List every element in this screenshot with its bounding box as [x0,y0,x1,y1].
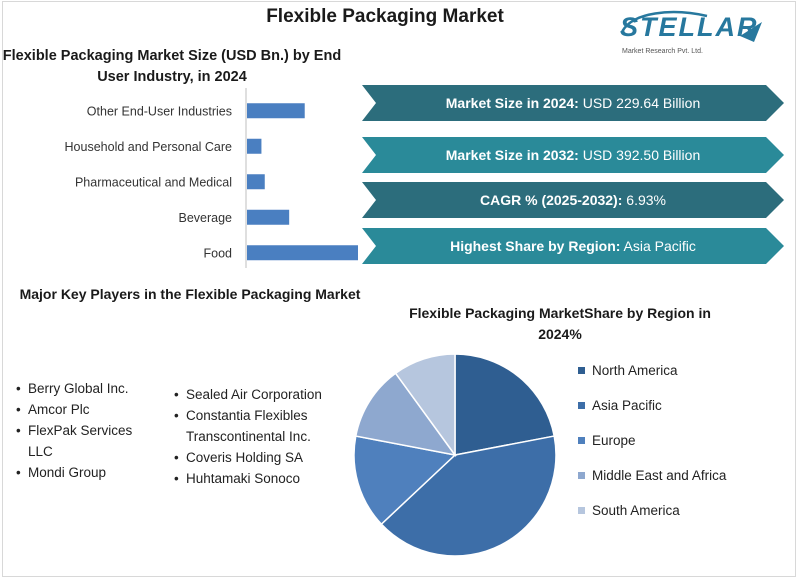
legend-label: Europe [592,433,636,448]
bar-chart-title: Flexible Packaging Market Size (USD Bn.)… [2,48,342,85]
key-player-item: Amcor Plc [16,399,166,420]
banner-label: Market Size in 2024: [445,95,579,111]
pie-slice [380,435,557,557]
pie-chart-title: Flexible Packaging MarketShare by Region… [409,305,711,342]
stellar-logo: STELLAR Market Research Pvt. Ltd. [612,6,772,61]
key-player-item: Constantia Flexibles Transcontinental In… [174,405,336,447]
legend-label: South America [592,503,680,518]
legend-item: South America [578,500,726,535]
bar-category-label: Household and Personal Care [65,140,233,154]
legend-swatch [578,507,585,514]
pie-slice [354,372,457,457]
legend-item: Asia Pacific [578,395,726,430]
bar [247,209,290,225]
region-share-pie-chart [353,353,557,557]
key-player-item: Sealed Air Corporation [174,384,342,405]
banner-arrow-shape [362,137,784,173]
legend-swatch [578,472,585,479]
bar-category-label: Beverage [178,211,232,225]
legend-swatch [578,437,585,444]
banner-highest-share-region: Highest Share by Region: Asia Pacific [362,228,784,264]
pie-slice [394,353,456,458]
bar [247,245,358,261]
logo-brand: STELLAR [620,12,759,42]
banner-value: USD 392.50 Billion [578,147,701,163]
logo-swoosh-icon [620,10,762,42]
bar-category-label: Other End-User Industries [87,104,232,118]
key-player-item: Mondi Group [16,462,166,483]
banner-market-size-2032: Market Size in 2032: USD 392.50 Billion [362,137,784,173]
key-players-list-1: Berry Global Inc. Amcor Plc FlexPak Serv… [16,378,166,483]
bar [247,138,262,154]
key-player-item: Coveris Holding SA [174,447,342,468]
key-player-item: Berry Global Inc. [16,378,166,399]
key-player-item: Huhtamaki Sonoco [174,468,342,489]
banner-cagr: CAGR % (2025-2032): 6.93% [362,182,784,218]
banner-arrow-shape [362,228,784,264]
logo-tagline: Market Research Pvt. Ltd. [622,48,703,55]
bar-category-label: Food [204,246,233,260]
pie-slice [454,353,556,456]
legend-item: Middle East and Africa [578,465,726,500]
banner-label: Market Size in 2032: [445,147,579,163]
page-title: Flexible Packaging Market [266,6,504,27]
key-players-list-2: Sealed Air Corporation Constantia Flexib… [174,384,342,489]
pie-slice [353,435,457,526]
legend-swatch [578,402,585,409]
pie-legend: North America Asia Pacific Europe Middle… [578,360,726,535]
legend-label: Asia Pacific [592,398,662,413]
banner-value: Asia Pacific [620,238,696,254]
legend-swatch [578,367,585,374]
key-players-title: Major Key Players in the Flexible Packag… [19,286,361,302]
bar-category-label: Pharmaceutical and Medical [75,175,232,189]
banner-market-size-2024: Market Size in 2024: USD 229.64 Billion [362,85,784,121]
legend-label: Middle East and Africa [592,468,727,483]
banner-arrow-shape [362,85,784,121]
legend-item: Europe [578,430,726,465]
banner-arrow-shape [362,182,784,218]
key-player-item: FlexPak Services LLC [16,420,146,462]
banner-value: 6.93% [622,192,666,208]
legend-label: North America [592,363,678,378]
legend-item: North America [578,360,726,395]
banner-label: CAGR % (2025-2032): [480,192,623,208]
bar [247,174,265,190]
end-user-bar-chart: Other End-User Industries Household and P… [65,88,358,268]
banner-value: USD 229.64 Billion [578,95,701,111]
bar [247,103,305,119]
banner-label: Highest Share by Region: [450,238,621,254]
